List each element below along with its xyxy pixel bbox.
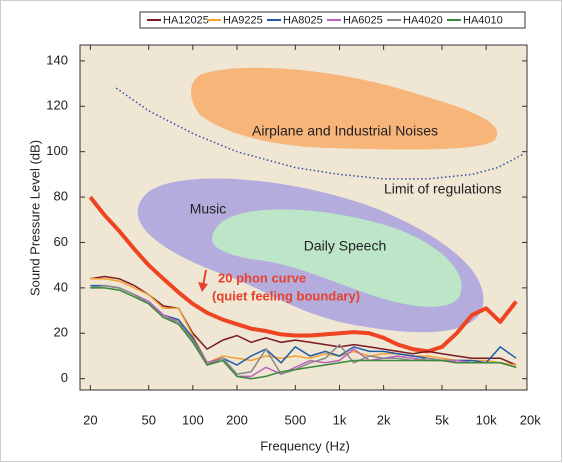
legend-label: HA4010 [463, 14, 503, 26]
x-axis-label: Frequency (Hz) [260, 438, 350, 453]
x-tick-label: 20 [83, 412, 97, 427]
legend-label: HA12025 [163, 14, 209, 26]
y-tick-label: 60 [54, 234, 68, 249]
x-tick-label: 200 [226, 412, 248, 427]
x-tick-label: 50 [141, 412, 155, 427]
legend-label: HA6025 [343, 14, 383, 26]
y-tick-label: 100 [46, 143, 68, 158]
x-tick-label: 20k [520, 412, 541, 427]
legend-label: HA8025 [283, 14, 323, 26]
legend-label: HA4020 [403, 14, 443, 26]
x-tick-label: 2k [377, 412, 391, 427]
series-line [90, 278, 517, 366]
y-axis-label: Sound Pressure Level (dB) [27, 140, 42, 296]
y-tick-label: 0 [61, 370, 68, 385]
phon-label: 20 phon curve [218, 270, 306, 285]
y-tick-label: 20 [54, 325, 68, 340]
limit-label: Limit of regulations [384, 181, 502, 197]
x-tick-label: 5k [435, 412, 449, 427]
noise-region [191, 67, 498, 150]
x-tick-label: 1k [333, 412, 347, 427]
arrow-head [198, 282, 208, 292]
x-tick-label: 500 [284, 412, 306, 427]
y-tick-label: 140 [46, 52, 68, 67]
series-line [90, 287, 517, 380]
y-tick-label: 40 [54, 279, 68, 294]
phon-label: (quiet feeling boundary) [212, 288, 360, 303]
region-label: Daily Speech [304, 238, 387, 254]
x-tick-label: 10k [476, 412, 497, 427]
series-line [90, 275, 517, 366]
y-tick-label: 80 [54, 189, 68, 204]
legend-label: HA9225 [223, 14, 263, 26]
speech-region [211, 209, 462, 307]
y-tick-label: 120 [46, 98, 68, 113]
region-label: Airplane and Industrial Noises [252, 123, 438, 139]
phon-curve [88, 195, 518, 354]
x-tick-label: 100 [182, 412, 204, 427]
limit-line [115, 87, 524, 180]
region-label: Music [190, 201, 227, 217]
